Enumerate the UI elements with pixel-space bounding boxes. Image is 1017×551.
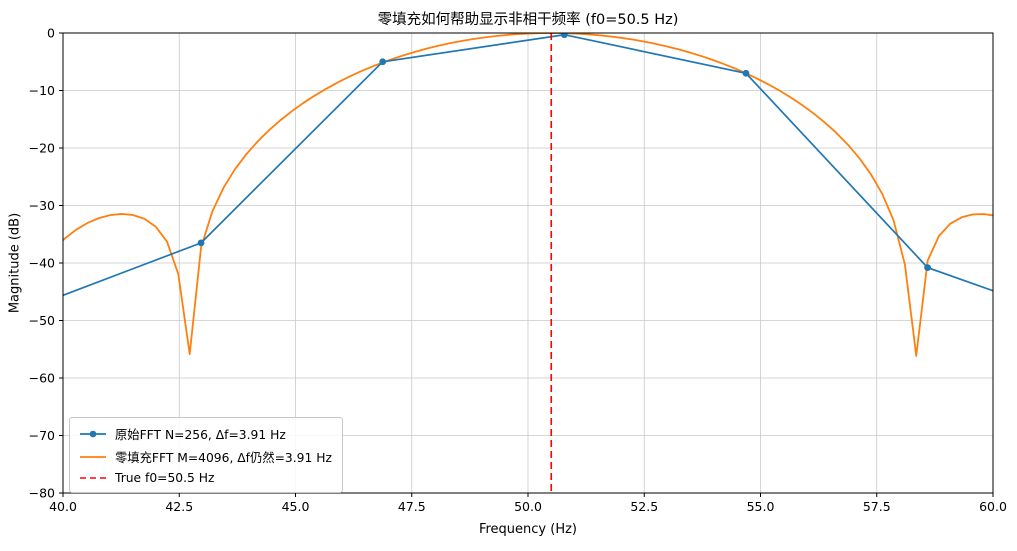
y-tick-label: −40 [29,256,55,271]
chart-title: 零填充如何帮助显示非相干频率 (f0=50.5 Hz) [377,12,679,28]
legend-label-original-fft: 原始FFT N=256, Δf=3.91 Hz [115,428,286,442]
x-tick-label: 50.0 [514,499,542,514]
legend-item-true-f0: True f0=50.5 Hz [78,471,332,485]
legend-line-swatch [80,456,106,458]
legend-item-zero-padded-fft: 零填充FFT M=4096, Δf仍然=3.91 Hz [78,448,332,466]
original-fft-marker [742,69,750,77]
legend-label-zero-padded-fft: 零填充FFT M=4096, Δf仍然=3.91 Hz [115,451,332,465]
y-tick-label: 0 [47,26,55,41]
original-fft-marker [560,33,568,39]
legend: 原始FFT N=256, Δf=3.91 Hz 零填充FFT M=4096, Δ… [69,417,343,493]
zero-padded-fft-curve [63,33,993,357]
y-tick-label: −30 [29,198,55,213]
legend-item-original-fft: 原始FFT N=256, Δf=3.91 Hz [78,425,332,443]
legend-line-marker-swatch [80,430,106,438]
x-tick-label: 60.0 [979,499,1007,514]
original-fft-marker [924,264,932,271]
x-tick-label: 40.0 [49,499,77,514]
x-tick-label: 45.0 [282,499,310,514]
x-tick-label: 47.5 [398,499,426,514]
x-tick-label: 42.5 [165,499,193,514]
x-tick-label: 57.5 [863,499,891,514]
legend-label-true-f0: True f0=50.5 Hz [115,471,215,485]
y-tick-label: −20 [29,141,55,156]
y-tick-label: −80 [29,486,55,501]
x-tick-label: 55.0 [747,499,775,514]
x-tick-label: 52.5 [630,499,658,514]
y-tick-label: −60 [29,371,55,386]
y-tick-label: −10 [29,83,55,98]
y-tick-label: −50 [29,313,55,328]
y-axis-label: Magnitude (dB) [7,212,23,314]
original-fft-marker [379,58,387,66]
legend-dashed-swatch [80,477,106,479]
original-fft-marker [197,239,205,247]
x-axis-label: Frequency (Hz) [478,522,578,537]
y-tick-label: −70 [29,428,55,443]
